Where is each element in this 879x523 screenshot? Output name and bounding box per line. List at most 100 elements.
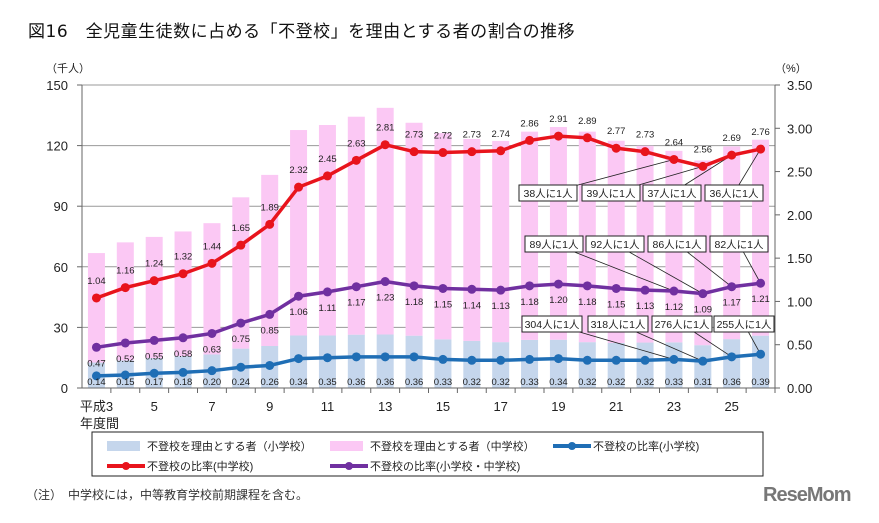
data-label: 2.64 [665, 137, 684, 148]
legend-label: 不登校を理由とする者（小学校） [147, 439, 312, 453]
data-label: 2.69 [722, 133, 741, 144]
data-point [120, 338, 130, 348]
data-point [322, 171, 332, 181]
callout-label: 318人に1人 [591, 319, 646, 331]
right-tick-label: 2.00 [787, 208, 812, 223]
data-point [496, 146, 506, 156]
data-label: 1.44 [203, 241, 222, 252]
data-label: 0.24 [232, 377, 251, 388]
legend-marker [122, 462, 130, 470]
data-point [496, 285, 506, 295]
data-point [756, 278, 766, 288]
chart-title: 図16 全児童生徒数に占める「不登校」を理由とする者の割合の推移 [28, 22, 576, 42]
data-point [178, 333, 188, 343]
data-point [409, 352, 419, 362]
data-label: 1.04 [87, 276, 106, 287]
callout-label: 39人に1人 [586, 188, 636, 200]
data-point [669, 286, 679, 296]
data-label: 0.36 [347, 377, 366, 388]
bar-elementary [347, 334, 365, 388]
left-axis-unit: （千人） [46, 62, 90, 75]
callout-box [581, 184, 641, 202]
data-label: 2.32 [289, 165, 308, 176]
data-label: 0.14 [87, 377, 106, 388]
data-point [611, 283, 621, 293]
data-point [236, 318, 246, 328]
callout-box [518, 184, 578, 202]
footnote: （注） 中学校には，中等教育学校前期課程を含む。 [26, 488, 309, 502]
data-label: 0.15 [116, 377, 135, 388]
bar-junior-high [549, 127, 567, 340]
data-point [91, 342, 101, 352]
data-point [236, 362, 246, 372]
bar-junior-high [376, 107, 394, 335]
legend-marker [345, 462, 353, 470]
data-label: 0.36 [376, 377, 395, 388]
data-label: 2.63 [347, 138, 366, 149]
bar-junior-high [347, 116, 365, 335]
data-point [149, 276, 159, 286]
data-label: 1.21 [751, 294, 770, 305]
data-point [120, 283, 130, 293]
data-label: 0.31 [694, 377, 713, 388]
data-label: 1.06 [289, 307, 308, 318]
data-label: 2.73 [405, 130, 424, 141]
data-point [438, 283, 448, 293]
callout-box [585, 235, 645, 253]
data-point [149, 335, 159, 345]
callout-label: 38人に1人 [523, 188, 573, 200]
data-point [467, 147, 477, 157]
callout-label: 37人に1人 [647, 188, 697, 200]
right-tick-label: 3.00 [787, 121, 812, 136]
data-label: 1.17 [347, 298, 366, 309]
data-label: 1.13 [636, 301, 655, 312]
data-point [727, 282, 737, 292]
bar-junior-high [290, 130, 308, 336]
data-point [91, 371, 101, 381]
data-label: 2.74 [491, 129, 510, 140]
data-label: 0.32 [491, 377, 510, 388]
bar-junior-high [174, 231, 192, 357]
data-point [149, 368, 159, 378]
data-point [553, 354, 563, 364]
data-label: 0.39 [751, 377, 770, 388]
legend-label: 不登校の比率(小学校) [593, 439, 699, 453]
data-point [582, 355, 592, 365]
data-label: 0.32 [607, 377, 626, 388]
bar-junior-high [694, 160, 712, 346]
bar-elementary [665, 342, 683, 388]
series-line [96, 279, 761, 350]
data-label: 1.11 [319, 303, 337, 314]
data-label: 0.33 [520, 377, 539, 388]
data-label: 2.77 [607, 126, 626, 137]
data-point [611, 143, 621, 153]
data-point [207, 328, 217, 338]
data-point [669, 354, 679, 364]
x-tick-label: 9 [266, 399, 273, 414]
data-point [525, 135, 535, 145]
data-label: 0.26 [260, 377, 279, 388]
data-label: 2.45 [318, 154, 337, 165]
data-point [294, 291, 304, 301]
data-label: 1.24 [145, 259, 164, 270]
data-label: 0.34 [289, 377, 308, 388]
left-tick-label: 60 [54, 260, 68, 275]
data-point [553, 279, 563, 289]
data-label: 1.15 [607, 299, 626, 310]
bar-elementary [636, 342, 654, 388]
callout-box [713, 315, 775, 333]
right-tick-label: 1.50 [787, 251, 812, 266]
data-label: 0.33 [665, 377, 684, 388]
data-label: 0.36 [405, 377, 424, 388]
data-point [380, 140, 390, 150]
data-label: 0.35 [318, 377, 337, 388]
data-label: 0.34 [549, 377, 568, 388]
data-point [294, 182, 304, 192]
left-tick-label: 30 [54, 320, 68, 335]
data-label: 0.36 [722, 377, 741, 388]
left-tick-label: 120 [46, 139, 68, 154]
data-point [265, 309, 275, 319]
resemom-logo: ReseMom [763, 484, 851, 506]
bar-elementary [492, 342, 510, 388]
